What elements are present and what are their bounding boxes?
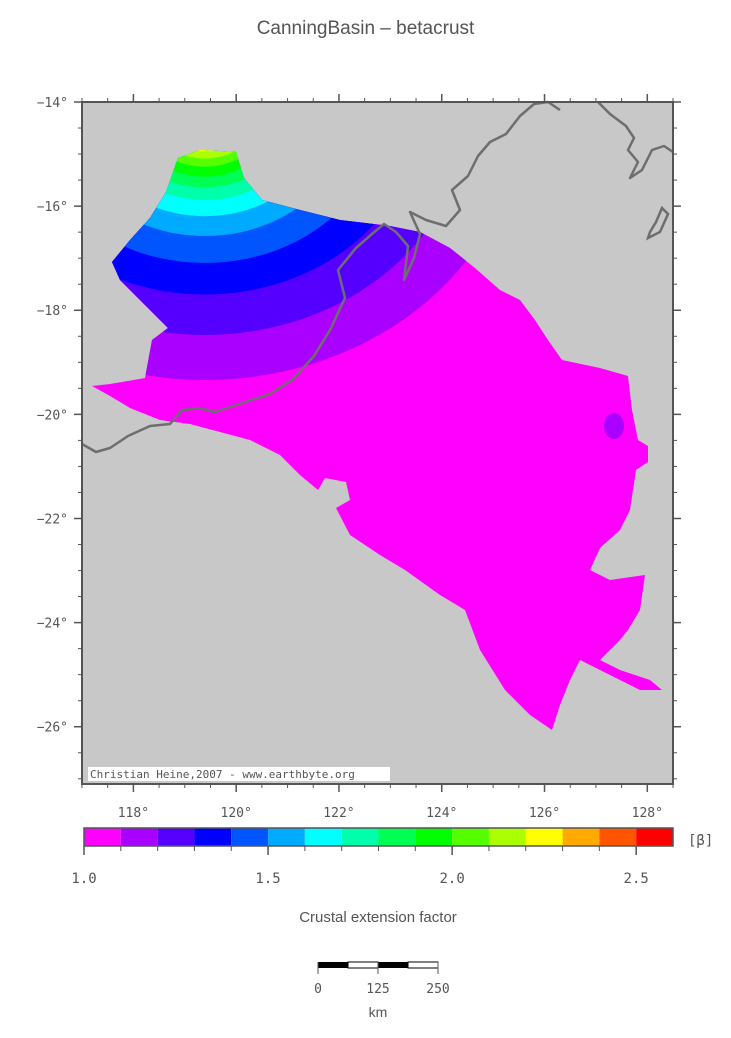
colorbar-swatch	[194, 828, 232, 846]
colorbar-tick-label: 1.0	[71, 871, 96, 887]
scale-label-0: 0	[314, 982, 322, 997]
colorbar-swatch	[636, 828, 673, 846]
colorbar	[83, 827, 674, 851]
lat-tick-label: −14°	[37, 96, 68, 111]
colorbar-swatch	[268, 828, 305, 846]
colorbar-tick-label: 1.5	[255, 871, 280, 887]
colorbar-axis-label: Crustal extension factor	[299, 909, 457, 926]
colorbar-tick-label: 2.5	[624, 871, 649, 887]
colorbar-swatch	[120, 828, 158, 846]
colorbar-swatch	[157, 828, 195, 846]
scale-unit: km	[369, 1004, 388, 1020]
lat-tick-label: −20°	[37, 408, 68, 423]
coastline-island	[645, 205, 670, 241]
lat-tick-label: −18°	[37, 304, 68, 319]
coastline-west	[81, 100, 561, 454]
scale-label-2: 250	[426, 982, 449, 997]
colorbar-swatch	[452, 828, 489, 846]
lon-tick-label: 126°	[529, 806, 560, 821]
lon-tick-label: 118°	[118, 806, 149, 821]
colorbar-swatch	[341, 828, 379, 846]
map-title: CanningBasin – betacrust	[256, 18, 475, 39]
colorbar-swatch	[488, 828, 526, 846]
credit-text: Christian Heine,2007 - www.earthbyte.org	[90, 768, 355, 781]
lat-tick-label: −24°	[37, 617, 68, 632]
latitude-axis: −14° −16° −18° −20° −22° −24° −26°	[37, 96, 681, 780]
local-extension-anomaly	[604, 413, 624, 439]
colorbar-swatch	[378, 828, 416, 846]
colorbar-swatch	[304, 828, 342, 846]
scale-label-1: 125	[366, 982, 389, 997]
colorbar-swatch	[84, 828, 121, 846]
lat-tick-label: −22°	[37, 512, 68, 527]
lon-tick-label: 128°	[632, 806, 663, 821]
colorbar-swatch	[231, 828, 269, 846]
colorbar-swatch	[415, 828, 453, 846]
map-frame	[81, 101, 674, 785]
coastline-east	[597, 101, 674, 180]
colorbar-tick-label: 2.0	[439, 871, 464, 887]
lat-tick-label: −16°	[37, 200, 68, 215]
colorbar-ticks: 1.0 1.5 2.0 2.5	[71, 846, 649, 887]
longitude-axis: 118° 120° 122° 124° 126° 128°	[81, 94, 674, 821]
colorbar-unit: [β]	[688, 833, 713, 849]
lon-tick-label: 122°	[323, 806, 354, 821]
colorbar-swatch	[562, 828, 600, 846]
colorbar-swatch	[599, 828, 637, 846]
lat-tick-label: −26°	[37, 721, 68, 736]
credit-box	[88, 767, 390, 781]
lon-tick-label: 124°	[426, 806, 457, 821]
scale-bar: 0 125 250 km	[314, 961, 450, 1020]
lon-tick-label: 120°	[221, 806, 252, 821]
colorbar-swatch	[525, 828, 563, 846]
